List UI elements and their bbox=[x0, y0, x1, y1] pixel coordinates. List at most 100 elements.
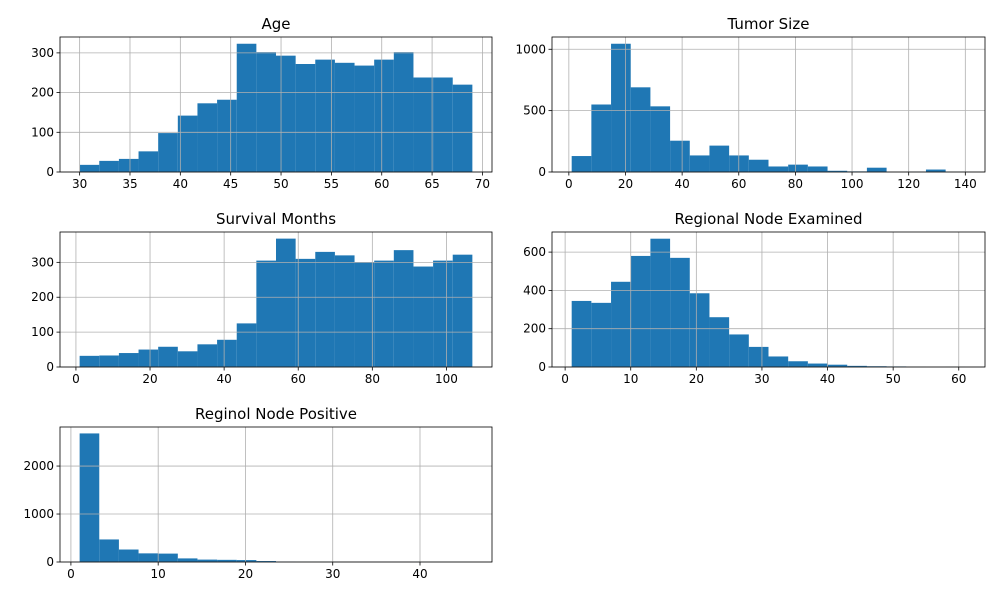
y-tick-label: 0 bbox=[538, 360, 546, 374]
bar bbox=[138, 151, 159, 172]
bar bbox=[709, 317, 730, 367]
bar bbox=[689, 155, 710, 172]
x-tick-label: 30 bbox=[754, 372, 769, 386]
chart-title: Tumor Size bbox=[727, 15, 810, 33]
bar bbox=[236, 560, 257, 562]
bar bbox=[354, 262, 375, 367]
bar bbox=[748, 346, 769, 367]
bar bbox=[118, 158, 139, 172]
bar bbox=[99, 355, 119, 367]
bar bbox=[256, 52, 276, 172]
x-tick-label: 60 bbox=[291, 372, 306, 386]
bar bbox=[158, 133, 178, 172]
y-tick-label: 2000 bbox=[23, 459, 54, 473]
bar bbox=[807, 166, 828, 172]
bar bbox=[452, 84, 473, 172]
bar bbox=[256, 260, 276, 367]
x-tick-label: 80 bbox=[365, 372, 380, 386]
y-tick-label: 500 bbox=[523, 104, 546, 118]
bar bbox=[611, 43, 631, 172]
bar bbox=[79, 355, 100, 367]
bar bbox=[177, 351, 198, 367]
bar bbox=[925, 169, 946, 172]
axes-frame bbox=[551, 36, 986, 173]
chart-title: Regional Node Examined bbox=[675, 210, 863, 228]
bar bbox=[768, 356, 789, 367]
x-tick-label: 20 bbox=[618, 177, 633, 191]
bar bbox=[276, 55, 296, 172]
bar bbox=[158, 553, 178, 562]
bar bbox=[374, 59, 394, 172]
y-tick-label: 100 bbox=[31, 125, 54, 139]
bar bbox=[177, 558, 198, 562]
y-tick-label: 0 bbox=[46, 360, 54, 374]
bar bbox=[374, 260, 394, 367]
x-tick-label: 100 bbox=[841, 177, 864, 191]
y-tick-label: 0 bbox=[46, 555, 54, 569]
bar bbox=[217, 339, 237, 367]
bar bbox=[99, 539, 119, 562]
bar bbox=[177, 115, 198, 172]
y-tick-label: 1000 bbox=[515, 42, 546, 56]
bar bbox=[217, 99, 237, 172]
bar bbox=[689, 293, 710, 367]
bar bbox=[748, 159, 769, 172]
x-tick-label: 10 bbox=[623, 372, 638, 386]
bar bbox=[393, 52, 414, 172]
bar bbox=[138, 349, 159, 367]
x-tick-label: 45 bbox=[223, 177, 238, 191]
bar bbox=[79, 164, 100, 172]
bar bbox=[197, 559, 218, 562]
bar bbox=[591, 302, 612, 367]
x-tick-label: 50 bbox=[273, 177, 288, 191]
x-tick-label: 120 bbox=[897, 177, 920, 191]
y-tick-label: 200 bbox=[523, 322, 546, 336]
bar bbox=[729, 334, 749, 367]
axes-frame bbox=[59, 231, 493, 368]
x-tick-label: 40 bbox=[216, 372, 231, 386]
x-tick-label: 80 bbox=[788, 177, 803, 191]
bar bbox=[236, 43, 257, 172]
bar bbox=[315, 251, 335, 367]
bar bbox=[611, 281, 631, 367]
bar bbox=[709, 145, 730, 172]
bar bbox=[433, 77, 453, 172]
x-tick-label: 35 bbox=[122, 177, 137, 191]
x-tick-label: 20 bbox=[689, 372, 704, 386]
bar bbox=[158, 346, 178, 367]
bar bbox=[847, 365, 867, 367]
y-tick-label: 600 bbox=[523, 245, 546, 259]
bar bbox=[768, 166, 789, 172]
y-tick-label: 300 bbox=[31, 46, 54, 60]
bar bbox=[354, 65, 375, 172]
bar bbox=[217, 559, 237, 562]
bar bbox=[295, 64, 316, 172]
bar bbox=[571, 300, 592, 367]
bar bbox=[393, 250, 414, 367]
bar bbox=[413, 77, 434, 172]
x-tick-label: 60 bbox=[374, 177, 389, 191]
bar bbox=[827, 170, 848, 172]
x-tick-label: 20 bbox=[142, 372, 157, 386]
y-tick-label: 300 bbox=[31, 255, 54, 269]
bar bbox=[236, 323, 257, 367]
bar bbox=[334, 255, 355, 367]
bar bbox=[788, 164, 808, 172]
x-tick-label: 0 bbox=[72, 372, 80, 386]
x-tick-label: 40 bbox=[412, 567, 427, 581]
bar bbox=[295, 258, 316, 367]
bar bbox=[807, 363, 828, 367]
y-tick-label: 400 bbox=[523, 283, 546, 297]
bar bbox=[79, 433, 100, 562]
x-tick-label: 55 bbox=[324, 177, 339, 191]
y-tick-label: 0 bbox=[46, 165, 54, 179]
bar bbox=[591, 104, 612, 172]
bar bbox=[650, 238, 671, 367]
bar bbox=[433, 260, 453, 367]
bar bbox=[118, 353, 139, 367]
y-tick-label: 200 bbox=[31, 86, 54, 100]
x-tick-label: 60 bbox=[951, 372, 966, 386]
x-tick-label: 10 bbox=[151, 567, 166, 581]
x-tick-label: 50 bbox=[886, 372, 901, 386]
